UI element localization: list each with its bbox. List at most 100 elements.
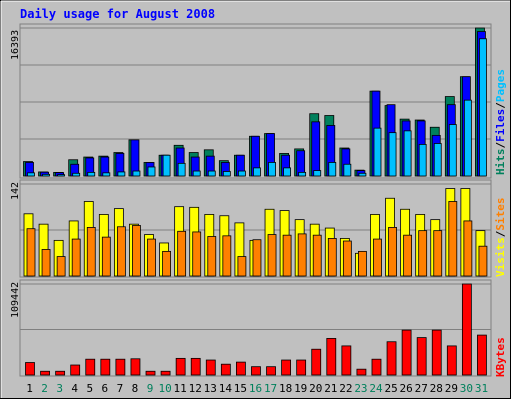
bar-kbytes-day-13 (205, 359, 216, 376)
x-tick-label: 28 (430, 382, 443, 395)
bar-sites-day-7 (116, 226, 126, 277)
bar-pages-day-20 (313, 170, 322, 177)
x-tick-label: 16 (249, 382, 262, 395)
bar-pages-day-25 (388, 132, 397, 177)
bottom-bars (25, 283, 487, 376)
bar-kbytes-day-8 (130, 358, 141, 376)
bar-pages-day-12 (192, 170, 201, 177)
bar-sites-day-13 (207, 236, 217, 277)
x-tick-label: 17 (264, 382, 277, 395)
x-tick-label: 10 (158, 382, 171, 395)
bar-pages-day-26 (403, 130, 412, 177)
x-tick-label: 26 (400, 382, 413, 395)
bar-sites-day-18 (282, 234, 292, 277)
bar-pages-day-16 (253, 167, 261, 177)
x-tick-label: 4 (71, 382, 78, 395)
x-tick-label: 27 (415, 382, 428, 395)
bar-sites-day-6 (101, 236, 111, 277)
x-tick-label: 31 (475, 382, 488, 395)
bar-kbytes-day-2 (40, 370, 50, 376)
x-axis-labels: 1 2 3 4 5 6 7 8 9 10 11 12 13 14 15 16 17 18 19 20 21 22 23 24 2… (26, 382, 488, 395)
bar-sites-day-16 (252, 239, 262, 277)
x-tick-label: 2 (41, 382, 48, 395)
bar-sites-day-2 (41, 249, 51, 277)
x-tick-label: 18 (279, 382, 292, 395)
top-bars (23, 27, 487, 177)
x-tick-label: 13 (204, 382, 217, 395)
bar-pages-day-10 (162, 154, 171, 177)
x-tick-label: 5 (86, 382, 93, 395)
bar-sites-day-15 (237, 256, 247, 277)
bar-sites-day-23 (358, 250, 367, 277)
bar-kbytes-day-26 (401, 329, 412, 376)
bar-kbytes-day-30 (461, 283, 472, 376)
bar-kbytes-day-4 (70, 364, 81, 376)
bar-kbytes-day-23 (356, 368, 367, 376)
bar-sites-day-11 (177, 230, 187, 277)
bar-sites-day-29 (448, 201, 458, 277)
bar-kbytes-day-19 (296, 359, 307, 376)
bottom-panel (19, 279, 492, 377)
bar-sites-day-31 (478, 245, 488, 277)
bar-kbytes-day-11 (175, 357, 186, 376)
bar-kbytes-day-1 (25, 362, 35, 376)
bar-sites-day-4 (71, 238, 81, 277)
bar-sites-day-24 (373, 238, 382, 277)
bar-pages-day-31 (479, 38, 487, 177)
bar-sites-day-20 (312, 234, 322, 277)
legend-label: Hits (494, 149, 507, 176)
bar-sites-day-12 (192, 231, 202, 277)
middle-legend: Visits/Sites (494, 198, 507, 278)
bar-sites-day-9 (147, 238, 156, 277)
bar-kbytes-day-22 (341, 345, 352, 376)
bar-pages-day-21 (328, 162, 337, 177)
top-legend: Hits/Files/Pages (494, 69, 507, 175)
bar-pages-day-11 (177, 162, 186, 177)
x-tick-label: 6 (102, 382, 109, 395)
bar-sites-day-19 (297, 233, 307, 277)
bar-sites-day-22 (342, 240, 352, 277)
x-tick-label: 30 (460, 382, 473, 395)
legend-label: / (494, 230, 507, 237)
bar-kbytes-day-9 (145, 370, 156, 376)
bar-kbytes-day-17 (266, 366, 276, 376)
x-tick-label: 1 (26, 382, 33, 395)
middle-bars (23, 188, 488, 277)
bar-sites-day-27 (418, 230, 428, 277)
x-tick-label: 15 (234, 382, 247, 395)
legend-label: / (494, 102, 507, 109)
bar-sites-day-10 (162, 250, 171, 277)
bar-sites-day-5 (86, 227, 96, 277)
bar-kbytes-day-3 (55, 370, 66, 376)
legend-label: Pages (494, 69, 507, 102)
bar-kbytes-day-28 (431, 329, 442, 376)
x-tick-label: 7 (117, 382, 124, 395)
legend-label: KBytes (494, 337, 507, 377)
bar-pages-day-13 (207, 170, 216, 177)
bar-pages-day-14 (222, 171, 231, 177)
x-tick-label: 21 (324, 382, 337, 395)
bar-pages-day-29 (448, 124, 457, 177)
bar-sites-day-8 (132, 225, 141, 277)
legend-label: / (494, 142, 507, 149)
bar-sites-day-1 (26, 228, 36, 277)
bar-files-day-8 (130, 139, 140, 177)
x-tick-label: 22 (339, 382, 352, 395)
middle-ymax-label: 142 (10, 182, 21, 200)
bar-pages-day-18 (283, 167, 291, 177)
bar-kbytes-day-29 (446, 345, 457, 376)
legend-label: Sites (494, 198, 507, 231)
legend-label: Files (494, 109, 507, 142)
x-tick-label: 25 (384, 382, 397, 395)
x-tick-label: 29 (445, 382, 458, 395)
bottom-legend: KBytes (494, 337, 507, 377)
bar-files-day-20 (311, 121, 321, 177)
bar-sites-day-3 (56, 256, 66, 277)
bar-kbytes-day-20 (311, 348, 322, 376)
bar-sites-day-28 (433, 230, 443, 277)
bar-pages-day-17 (268, 162, 276, 177)
x-tick-label: 23 (354, 382, 367, 395)
bar-pages-day-22 (343, 163, 352, 177)
